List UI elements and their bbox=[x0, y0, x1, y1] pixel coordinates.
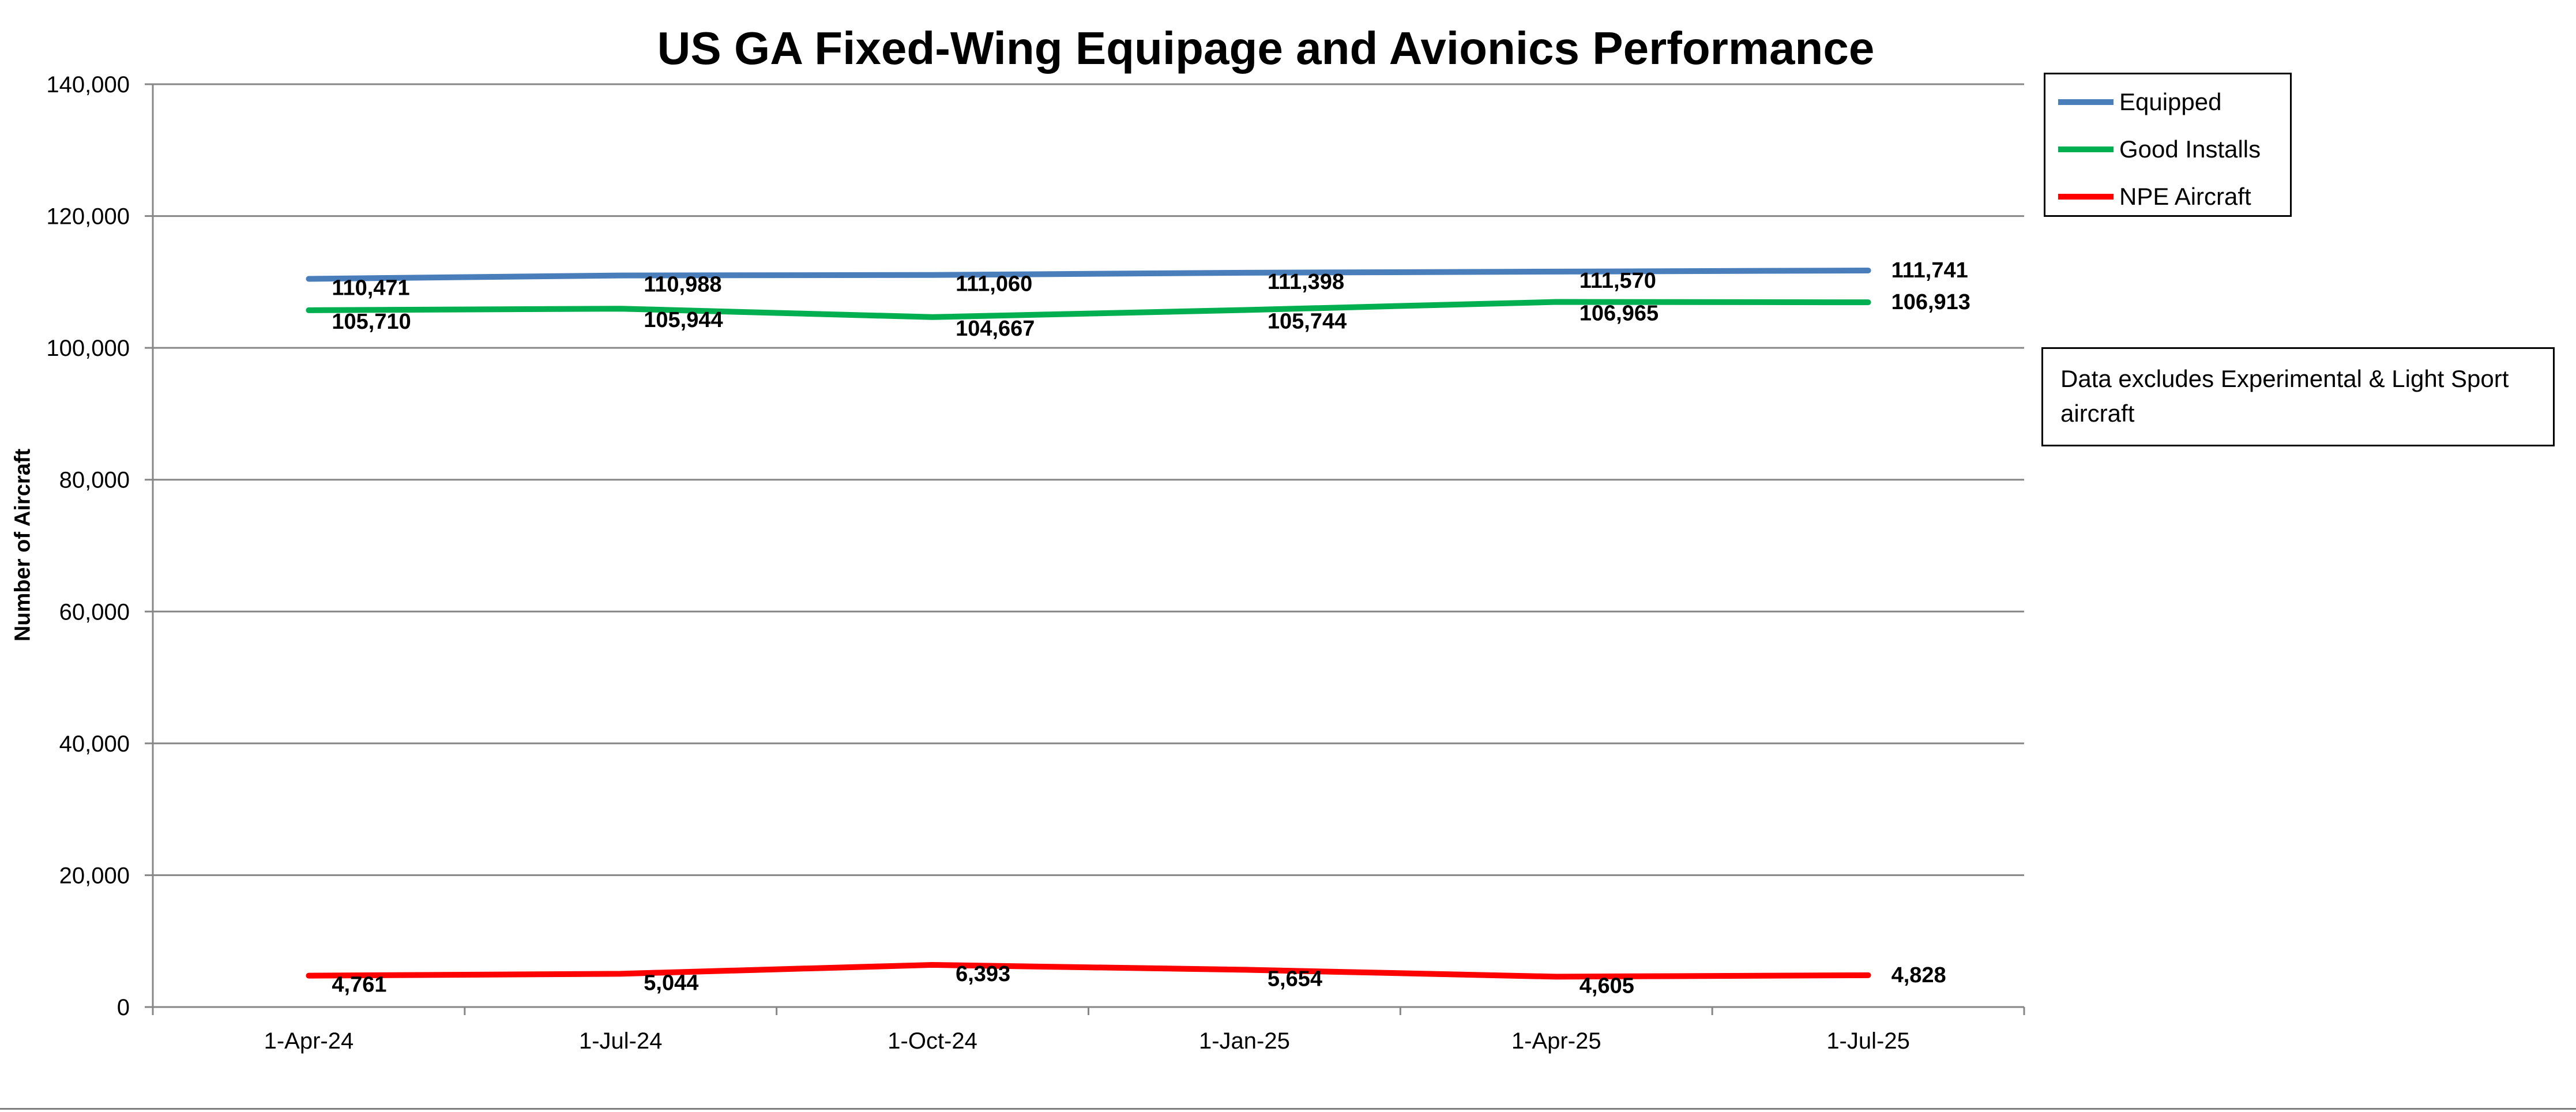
data-point bbox=[932, 964, 934, 966]
data-label: 6,393 bbox=[956, 962, 1010, 986]
data-point bbox=[620, 308, 622, 310]
data-point bbox=[620, 973, 622, 975]
data-point bbox=[1555, 301, 1557, 303]
data-label: 104,667 bbox=[956, 317, 1035, 341]
x-tick-label: 1-Jul-25 bbox=[1826, 1028, 1910, 1054]
y-tick-label: 60,000 bbox=[59, 599, 130, 625]
data-point bbox=[1867, 269, 1869, 271]
data-label: 4,828 bbox=[1891, 963, 1946, 987]
y-tick-label: 80,000 bbox=[59, 468, 130, 493]
data-label: 5,044 bbox=[644, 971, 698, 995]
y-tick-label: 100,000 bbox=[46, 336, 130, 361]
data-point bbox=[1243, 309, 1245, 311]
data-point bbox=[308, 278, 310, 280]
x-tick-label: 1-Oct-24 bbox=[888, 1028, 977, 1054]
chart-title: US GA Fixed-Wing Equipage and Avionics P… bbox=[657, 22, 1875, 74]
data-point bbox=[932, 316, 934, 318]
data-point bbox=[1555, 976, 1557, 978]
legend-label-good-installs: Good Installs bbox=[2119, 136, 2261, 163]
legend-item-npe-aircraft: NPE Aircraft bbox=[2058, 179, 2251, 214]
x-tick-label: 1-Apr-25 bbox=[1511, 1028, 1601, 1054]
x-tick-label: 1-Jul-24 bbox=[579, 1028, 663, 1054]
data-point bbox=[620, 275, 622, 276]
data-label: 4,605 bbox=[1580, 974, 1634, 998]
series-line-good-installs bbox=[306, 299, 1871, 320]
bottom-divider bbox=[0, 1108, 2576, 1110]
y-tick-label: 40,000 bbox=[59, 731, 130, 757]
data-point bbox=[1867, 302, 1869, 303]
data-point bbox=[308, 975, 310, 976]
y-tick-label: 120,000 bbox=[46, 204, 130, 230]
legend: Equipped Good Installs NPE Aircraft bbox=[2044, 73, 2292, 217]
data-label: 106,913 bbox=[1891, 290, 1970, 314]
data-point bbox=[308, 309, 310, 311]
legend-swatch-npe-aircraft bbox=[2058, 194, 2114, 200]
legend-label-npe-aircraft: NPE Aircraft bbox=[2119, 183, 2251, 210]
data-label: 105,944 bbox=[644, 308, 723, 332]
annotation-note: Data excludes Experimental & Light Sport… bbox=[2041, 347, 2555, 446]
data-point bbox=[932, 274, 934, 276]
y-tick-label: 140,000 bbox=[46, 72, 130, 97]
y-tick-label: 20,000 bbox=[59, 863, 130, 888]
data-point bbox=[1555, 271, 1557, 272]
data-label: 111,060 bbox=[956, 272, 1032, 296]
x-tick-label: 1-Apr-24 bbox=[264, 1028, 354, 1054]
data-point bbox=[1243, 272, 1245, 273]
data-label: 111,741 bbox=[1891, 258, 1968, 283]
data-point bbox=[1867, 974, 1869, 976]
series-line-equipped bbox=[306, 267, 1871, 282]
data-label: 4,761 bbox=[332, 973, 386, 997]
y-tick-label: 0 bbox=[117, 995, 130, 1020]
data-label: 105,744 bbox=[1268, 309, 1347, 333]
data-label: 106,965 bbox=[1580, 302, 1659, 326]
data-label: 105,710 bbox=[332, 310, 411, 334]
data-label: 5,654 bbox=[1268, 967, 1322, 991]
data-label: 110,471 bbox=[332, 276, 409, 300]
legend-item-good-installs: Good Installs bbox=[2058, 132, 2261, 167]
data-label: 111,570 bbox=[1580, 269, 1656, 293]
data-label: 111,398 bbox=[1268, 270, 1344, 294]
series-line-npe-aircraft bbox=[306, 961, 1871, 980]
legend-swatch-good-installs bbox=[2058, 146, 2114, 152]
legend-label-equipped: Equipped bbox=[2119, 88, 2222, 115]
data-label: 110,988 bbox=[644, 273, 721, 297]
legend-item-equipped: Equipped bbox=[2058, 85, 2222, 119]
x-tick-label: 1-Jan-25 bbox=[1199, 1028, 1290, 1054]
data-point bbox=[1243, 969, 1245, 971]
legend-swatch-equipped bbox=[2058, 99, 2114, 105]
